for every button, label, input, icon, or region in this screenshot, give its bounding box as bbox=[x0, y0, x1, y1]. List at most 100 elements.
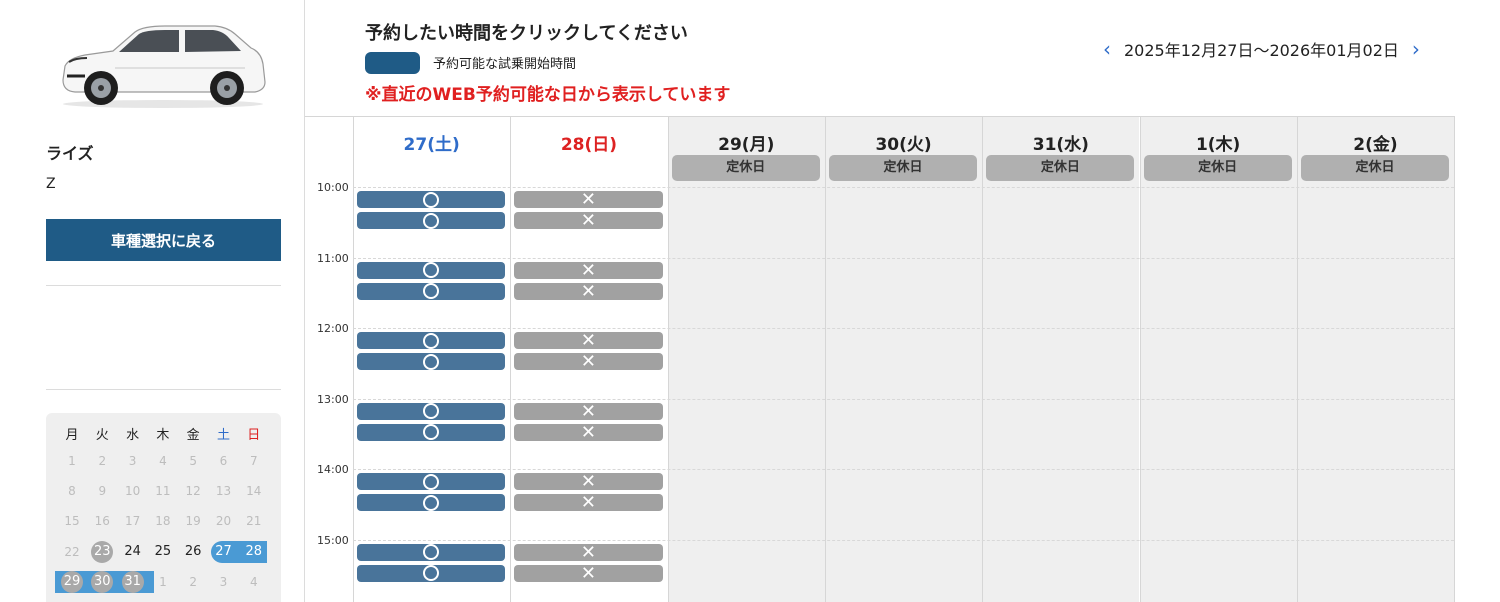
unavailable-cross-icon: ✕ bbox=[580, 541, 596, 563]
closed-day-badge: 定休日 bbox=[671, 155, 820, 181]
available-slot-button[interactable] bbox=[357, 423, 506, 441]
available-slot-button[interactable] bbox=[357, 473, 506, 490]
full-slot: ✕ bbox=[514, 189, 663, 210]
available-slot-button[interactable] bbox=[357, 332, 506, 349]
available-slot-button[interactable] bbox=[357, 564, 506, 582]
calendar-day: 21 bbox=[246, 514, 262, 529]
calendar-day: 20 bbox=[215, 514, 232, 529]
full-slot: ✕ bbox=[514, 492, 663, 513]
available-slot-button[interactable] bbox=[357, 191, 506, 208]
unavailable-cross-icon: ✕ bbox=[580, 492, 596, 513]
week-navigation: ‹ 2025年12月27日〜2026年01月02日 › bbox=[1098, 37, 1425, 61]
full-slot: ✕ bbox=[514, 282, 663, 300]
unavailable-cross-icon: ✕ bbox=[580, 189, 596, 210]
available-circle-icon bbox=[423, 473, 440, 490]
calendar-day: 4 bbox=[249, 574, 258, 589]
calendar-day[interactable]: 26 bbox=[184, 543, 202, 559]
closed-day-badge: 定休日 bbox=[986, 155, 1135, 181]
calendar-day: 4 bbox=[159, 454, 167, 468]
calendar-day: 8 bbox=[68, 484, 76, 499]
calendar-day: 14 bbox=[246, 484, 262, 499]
available-circle-icon bbox=[423, 494, 440, 511]
calendar-selected-range bbox=[210, 540, 267, 563]
calendar-day: 16 bbox=[94, 514, 110, 529]
calendar-weekday: 土 bbox=[216, 428, 230, 443]
calendar-day: 2 bbox=[189, 574, 197, 589]
calendar-day[interactable]: 28 bbox=[245, 543, 263, 559]
date-range: 2025年12月27日〜2026年01月02日 bbox=[1124, 41, 1399, 60]
calendar-day: 6 bbox=[219, 454, 228, 468]
calendar-day: 7 bbox=[249, 454, 258, 468]
time-label: 12:00 bbox=[317, 322, 349, 335]
back-to-model-select-button[interactable]: 車種選択に戻る bbox=[46, 219, 281, 261]
time-label: 13:00 bbox=[317, 392, 349, 406]
hour-separator bbox=[353, 257, 1454, 259]
available-circle-icon bbox=[423, 332, 440, 349]
hour-separator bbox=[353, 469, 1454, 470]
time-label: 11:00 bbox=[317, 251, 349, 265]
calendar-day: 17 bbox=[124, 514, 141, 529]
closed-day-badge: 定休日 bbox=[1143, 155, 1292, 181]
day-header: 28(日) bbox=[560, 135, 618, 155]
calendar-day: 5 bbox=[189, 454, 197, 468]
available-slot-button[interactable] bbox=[357, 402, 506, 420]
calendar-day: 10 bbox=[124, 484, 141, 499]
calendar-day[interactable]: 31 bbox=[124, 573, 141, 589]
calendar-day: 22 bbox=[64, 544, 80, 559]
calendar-day: 11 bbox=[155, 484, 171, 499]
calendar-day[interactable]: 24 bbox=[124, 543, 141, 559]
full-slot: ✕ bbox=[514, 259, 663, 281]
unavailable-cross-icon: ✕ bbox=[580, 471, 596, 492]
unavailable-cross-icon: ✕ bbox=[580, 562, 596, 584]
calendar-day: 9 bbox=[98, 484, 107, 499]
calendar-day-marker bbox=[91, 570, 114, 593]
calendar-day[interactable]: 30 bbox=[94, 573, 111, 589]
calendar-day: 1 bbox=[159, 574, 167, 589]
available-slot-button[interactable] bbox=[357, 261, 506, 279]
available-slot-button[interactable] bbox=[357, 353, 506, 370]
calendar-day[interactable]: 27 bbox=[215, 543, 232, 559]
available-slot-button[interactable] bbox=[357, 282, 506, 300]
calendar-weekday: 火 bbox=[95, 428, 109, 443]
calendar-day: 15 bbox=[64, 514, 80, 529]
closed-day-badge: 定休日 bbox=[828, 155, 978, 181]
available-circle-icon bbox=[423, 403, 440, 419]
hour-separator bbox=[353, 539, 1454, 541]
available-slot-button[interactable] bbox=[357, 494, 506, 511]
available-circle-icon bbox=[423, 565, 440, 581]
available-circle-icon bbox=[423, 283, 440, 299]
unavailable-cross-icon: ✕ bbox=[580, 210, 596, 231]
full-slot: ✕ bbox=[514, 562, 663, 584]
calendar-day[interactable]: 29 bbox=[63, 573, 81, 589]
time-label: 10:00 bbox=[317, 181, 349, 194]
divider bbox=[46, 285, 281, 286]
available-circle-icon bbox=[423, 424, 440, 440]
time-label: 15:00 bbox=[317, 533, 349, 547]
unavailable-cross-icon: ✕ bbox=[580, 259, 596, 281]
available-circle-icon bbox=[423, 212, 440, 229]
chevron-right-icon[interactable]: › bbox=[1411, 37, 1420, 61]
grid-border bbox=[1454, 117, 1455, 602]
day-column bbox=[824, 117, 983, 602]
calendar-day: 2 bbox=[98, 454, 107, 468]
full-slot: ✕ bbox=[514, 541, 663, 563]
hour-separator bbox=[353, 328, 1454, 329]
day-column bbox=[1139, 117, 1297, 602]
calendar-day: 3 bbox=[128, 454, 137, 468]
day-header: 31(水) bbox=[1032, 135, 1089, 155]
available-circle-icon bbox=[423, 191, 440, 208]
calendar-day: 1 bbox=[68, 454, 76, 468]
calendar-weekday: 木 bbox=[156, 428, 170, 443]
day-column bbox=[982, 117, 1140, 602]
available-circle-icon bbox=[423, 262, 440, 278]
chevron-left-icon[interactable]: ‹ bbox=[1103, 37, 1111, 61]
day-header: 27(土) bbox=[403, 135, 460, 155]
calendar-weekday: 金 bbox=[186, 428, 200, 443]
full-slot: ✕ bbox=[514, 332, 663, 350]
available-slot-button[interactable] bbox=[357, 543, 506, 561]
day-column bbox=[1296, 117, 1455, 602]
time-label: 14:00 bbox=[317, 463, 349, 476]
calendar-day[interactable]: 25 bbox=[154, 543, 172, 559]
legend-available-swatch bbox=[365, 52, 420, 74]
available-slot-button[interactable] bbox=[357, 212, 506, 229]
